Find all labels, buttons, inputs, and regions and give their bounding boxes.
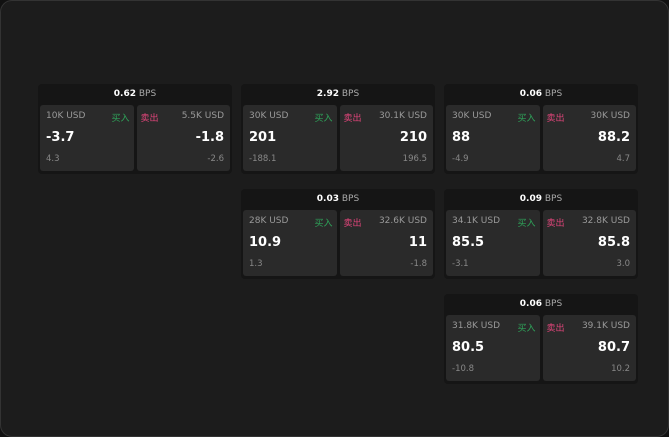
spread-unit: BPS: [544, 299, 563, 309]
price: 80.7: [597, 340, 630, 355]
price: -3.7: [46, 130, 75, 145]
spread-header: 0.09 BPS: [444, 189, 638, 210]
spread-unit: BPS: [341, 194, 360, 204]
sell-quote[interactable]: 30K USD 卖出 88.2 4.7: [542, 105, 636, 171]
spread-value: 0.06: [519, 299, 542, 309]
spread-header: 0.06 BPS: [444, 294, 638, 315]
sell-quote[interactable]: 39.1K USD 卖出 80.7 10.2: [542, 315, 636, 381]
quantity: 31.8K USD: [452, 321, 501, 331]
buy-label: 买入: [517, 219, 536, 229]
spread-header: 0.62 BPS: [38, 84, 232, 105]
quote-card: 2.92 BPS 30K USD 买入 201 -188.1 30.1K USD…: [241, 84, 435, 174]
quote-card: 0.03 BPS 28K USD 买入 10.9 1.3 32.6K USD 卖…: [241, 189, 435, 279]
price: 210: [399, 130, 427, 145]
spread-header: 2.92 BPS: [241, 84, 435, 105]
quantity: 10K USD: [46, 111, 86, 121]
change: -1.8: [410, 259, 427, 269]
quantity: 5.5K USD: [181, 111, 224, 121]
change: -10.8: [452, 364, 474, 374]
spread-unit: BPS: [138, 89, 157, 99]
sell-label: 卖出: [343, 219, 362, 229]
change: 4.3: [46, 154, 60, 164]
buy-label: 买入: [111, 114, 130, 124]
price: 88.2: [597, 130, 630, 145]
spread-value: 0.03: [316, 194, 339, 204]
quote-card: 0.06 BPS 31.8K USD 买入 80.5 -10.8 39.1K U…: [444, 294, 638, 384]
spread-unit: BPS: [544, 89, 563, 99]
change: 196.5: [402, 154, 427, 164]
price: 80.5: [452, 340, 485, 355]
buy-quote[interactable]: 30K USD 买入 201 -188.1: [243, 105, 337, 171]
buy-label: 买入: [517, 324, 536, 334]
sell-label: 卖出: [546, 219, 565, 229]
buy-label: 买入: [314, 114, 333, 124]
spread-unit: BPS: [341, 89, 360, 99]
sell-quote[interactable]: 32.6K USD 卖出 11 -1.8: [339, 210, 433, 276]
price: 201: [249, 130, 277, 145]
quote-card: 0.09 BPS 34.1K USD 买入 85.5 -3.1 32.8K US…: [444, 189, 638, 279]
spread-header: 0.03 BPS: [241, 189, 435, 210]
change: -2.6: [207, 154, 224, 164]
quantity: 34.1K USD: [452, 216, 501, 226]
quote-card: 0.06 BPS 30K USD 买入 88 -4.9 30K USD 卖出 8…: [444, 84, 638, 174]
sell-label: 卖出: [546, 324, 565, 334]
quantity: 30K USD: [452, 111, 492, 121]
buy-quote[interactable]: 10K USD 买入 -3.7 4.3: [40, 105, 134, 171]
change: 3.0: [616, 259, 630, 269]
buy-quote[interactable]: 30K USD 买入 88 -4.9: [446, 105, 540, 171]
price: 10.9: [249, 235, 282, 250]
sell-quote[interactable]: 32.8K USD 卖出 85.8 3.0: [542, 210, 636, 276]
price: -1.8: [195, 130, 224, 145]
buy-quote[interactable]: 34.1K USD 买入 85.5 -3.1: [446, 210, 540, 276]
price: 85.5: [452, 235, 485, 250]
spread-value: 0.62: [113, 89, 136, 99]
change: 4.7: [616, 154, 630, 164]
quantity: 28K USD: [249, 216, 289, 226]
buy-quote[interactable]: 31.8K USD 买入 80.5 -10.8: [446, 315, 540, 381]
quantity: 30K USD: [590, 111, 630, 121]
quantity: 30K USD: [249, 111, 289, 121]
spread-value: 2.92: [316, 89, 339, 99]
buy-label: 买入: [517, 114, 536, 124]
spread-value: 0.06: [519, 89, 542, 99]
quantity: 32.6K USD: [378, 216, 427, 226]
quantity: 30.1K USD: [378, 111, 427, 121]
sell-label: 卖出: [343, 114, 362, 124]
quantity: 39.1K USD: [581, 321, 630, 331]
change: -4.9: [452, 154, 469, 164]
change: -3.1: [452, 259, 469, 269]
buy-label: 买入: [314, 219, 333, 229]
spread-header: 0.06 BPS: [444, 84, 638, 105]
quantity: 32.8K USD: [581, 216, 630, 226]
price: 88: [452, 130, 471, 145]
change: -188.1: [249, 154, 277, 164]
change: 1.3: [249, 259, 263, 269]
change: 10.2: [611, 364, 630, 374]
spread-value: 0.09: [519, 194, 542, 204]
quote-card: 0.62 BPS 10K USD 买入 -3.7 4.3 5.5K USD 卖出…: [38, 84, 232, 174]
sell-label: 卖出: [140, 114, 159, 124]
price: 11: [408, 235, 427, 250]
sell-label: 卖出: [546, 114, 565, 124]
price: 85.8: [597, 235, 630, 250]
sell-quote[interactable]: 5.5K USD 卖出 -1.8 -2.6: [136, 105, 230, 171]
buy-quote[interactable]: 28K USD 买入 10.9 1.3: [243, 210, 337, 276]
spread-unit: BPS: [544, 194, 563, 204]
sell-quote[interactable]: 30.1K USD 卖出 210 196.5: [339, 105, 433, 171]
